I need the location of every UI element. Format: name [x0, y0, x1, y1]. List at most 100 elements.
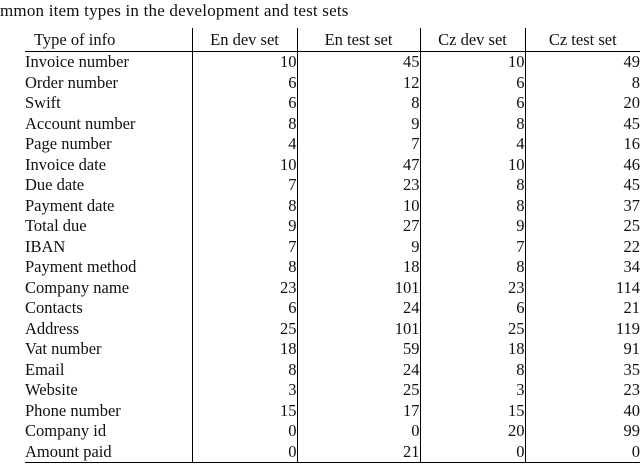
cell-value: 24	[296, 298, 420, 319]
cell-value: 9	[296, 113, 420, 134]
row-label: Order number	[25, 72, 119, 92]
item-types-table: Type of info En dev set En test set Cz dev …	[25, 28, 640, 463]
cell-value: 8	[419, 195, 525, 216]
row-label: Payment date	[25, 195, 115, 215]
row-label: Due date	[25, 175, 85, 194]
row-label: Page number	[25, 134, 112, 153]
row-label: Website	[25, 380, 78, 399]
table-row: Contacts 6 24 6 21	[25, 298, 640, 319]
row-label: Amount paid	[25, 441, 112, 461]
cell-value: 45	[524, 113, 640, 134]
cell-value: 18	[419, 339, 525, 360]
column-header: En test set	[296, 28, 420, 52]
cell-value: 6	[419, 72, 525, 93]
cell-value: 16	[524, 134, 640, 155]
cell-value: 20	[419, 421, 525, 442]
cell-value: 101	[296, 277, 420, 298]
row-label: Contacts	[25, 298, 83, 317]
table-row: Company id 0 0 20 99	[25, 421, 640, 442]
row-label: Vat number	[25, 339, 102, 358]
cell-value: 7	[191, 175, 297, 196]
cell-value: 25	[524, 216, 640, 237]
table-row: Address 25 101 25 119	[25, 318, 640, 339]
table-row: IBAN 7 9 7 22	[25, 236, 640, 257]
row-label: Invoice date	[25, 154, 107, 174]
header-row: Type of info En dev set En test set Cz dev …	[25, 28, 640, 52]
cell-value: 49	[524, 51, 640, 73]
row-label: Payment method	[25, 257, 137, 276]
row-label: Company name	[25, 277, 130, 297]
cell-value: 24	[296, 359, 420, 380]
cell-value: 101	[296, 318, 420, 339]
cell-value: 99	[524, 421, 640, 442]
cell-value: 18	[296, 257, 420, 278]
cell-value: 23	[296, 175, 420, 196]
table-row: Invoice date 10 47 10 46	[25, 154, 640, 175]
cell-value: 10	[191, 154, 297, 175]
cell-value: 21	[524, 298, 640, 319]
row-label: Swift	[25, 93, 61, 112]
cell-value: 8	[419, 175, 525, 196]
table-row: Order number 6 12 6 8	[25, 72, 640, 93]
table-row: Email 8 24 8 35	[25, 359, 640, 380]
cell-value: 27	[296, 216, 420, 237]
row-label: IBAN	[25, 236, 66, 256]
cell-value: 7	[191, 236, 297, 257]
cell-value: 8	[191, 195, 297, 216]
cell-value: 9	[296, 236, 420, 257]
table-row: Due date 7 23 8 45	[25, 175, 640, 196]
table-row: Phone number 15 17 15 40	[25, 400, 640, 421]
cell-value: 15	[191, 400, 297, 421]
cell-value: 0	[296, 421, 420, 442]
table-row: Page number 4 7 4 16	[25, 134, 640, 155]
cell-value: 3	[419, 380, 525, 401]
cell-value: 10	[419, 154, 525, 175]
cell-value: 21	[296, 441, 420, 463]
row-label: Email	[25, 359, 65, 379]
cell-value: 37	[524, 195, 640, 216]
table-row: Website 3 25 3 23	[25, 380, 640, 401]
cell-value: 23	[191, 277, 297, 298]
row-label: Company id	[25, 421, 107, 440]
cell-value: 7	[296, 134, 420, 155]
row-label: Account number	[25, 113, 136, 133]
cell-value: 119	[524, 318, 640, 339]
cell-value: 7	[419, 236, 525, 257]
column-header: En dev set	[191, 28, 297, 52]
cell-value: 17	[296, 400, 420, 421]
cell-value: 18	[191, 339, 297, 360]
cell-value: 6	[419, 298, 525, 319]
cell-value: 0	[419, 441, 525, 463]
cell-value: 22	[524, 236, 640, 257]
cell-value: 25	[191, 318, 297, 339]
table-row: Invoice number 10 45 10 49	[25, 51, 640, 73]
cell-value: 59	[296, 339, 420, 360]
cell-value: 6	[191, 72, 297, 93]
cell-value: 9	[419, 216, 525, 237]
cell-value: 0	[191, 441, 297, 463]
cell-value: 4	[191, 134, 297, 155]
cell-value: 3	[191, 380, 297, 401]
cell-value: 15	[419, 400, 525, 421]
cell-value: 8	[191, 113, 297, 134]
cell-value: 47	[296, 154, 420, 175]
table-row: Payment date 8 10 8 37	[25, 195, 640, 216]
cell-value: 9	[191, 216, 297, 237]
cell-value: 4	[419, 134, 525, 155]
cell-value: 10	[419, 51, 525, 73]
cell-value: 10	[296, 195, 420, 216]
column-header: Cz test set	[524, 28, 640, 52]
table-row: Amount paid 0 21 0 0	[25, 441, 640, 463]
column-header: Cz dev set	[419, 28, 525, 52]
cell-value: 23	[524, 380, 640, 401]
cell-value: 46	[524, 154, 640, 175]
cell-value: 8	[419, 257, 525, 278]
cell-value: 8	[419, 359, 525, 380]
cell-value: 8	[191, 359, 297, 380]
cell-value: 91	[524, 339, 640, 360]
cell-value: 8	[296, 93, 420, 114]
cell-value: 8	[524, 72, 640, 93]
row-label: Total due	[25, 216, 87, 235]
column-header: Type of info	[25, 28, 192, 52]
